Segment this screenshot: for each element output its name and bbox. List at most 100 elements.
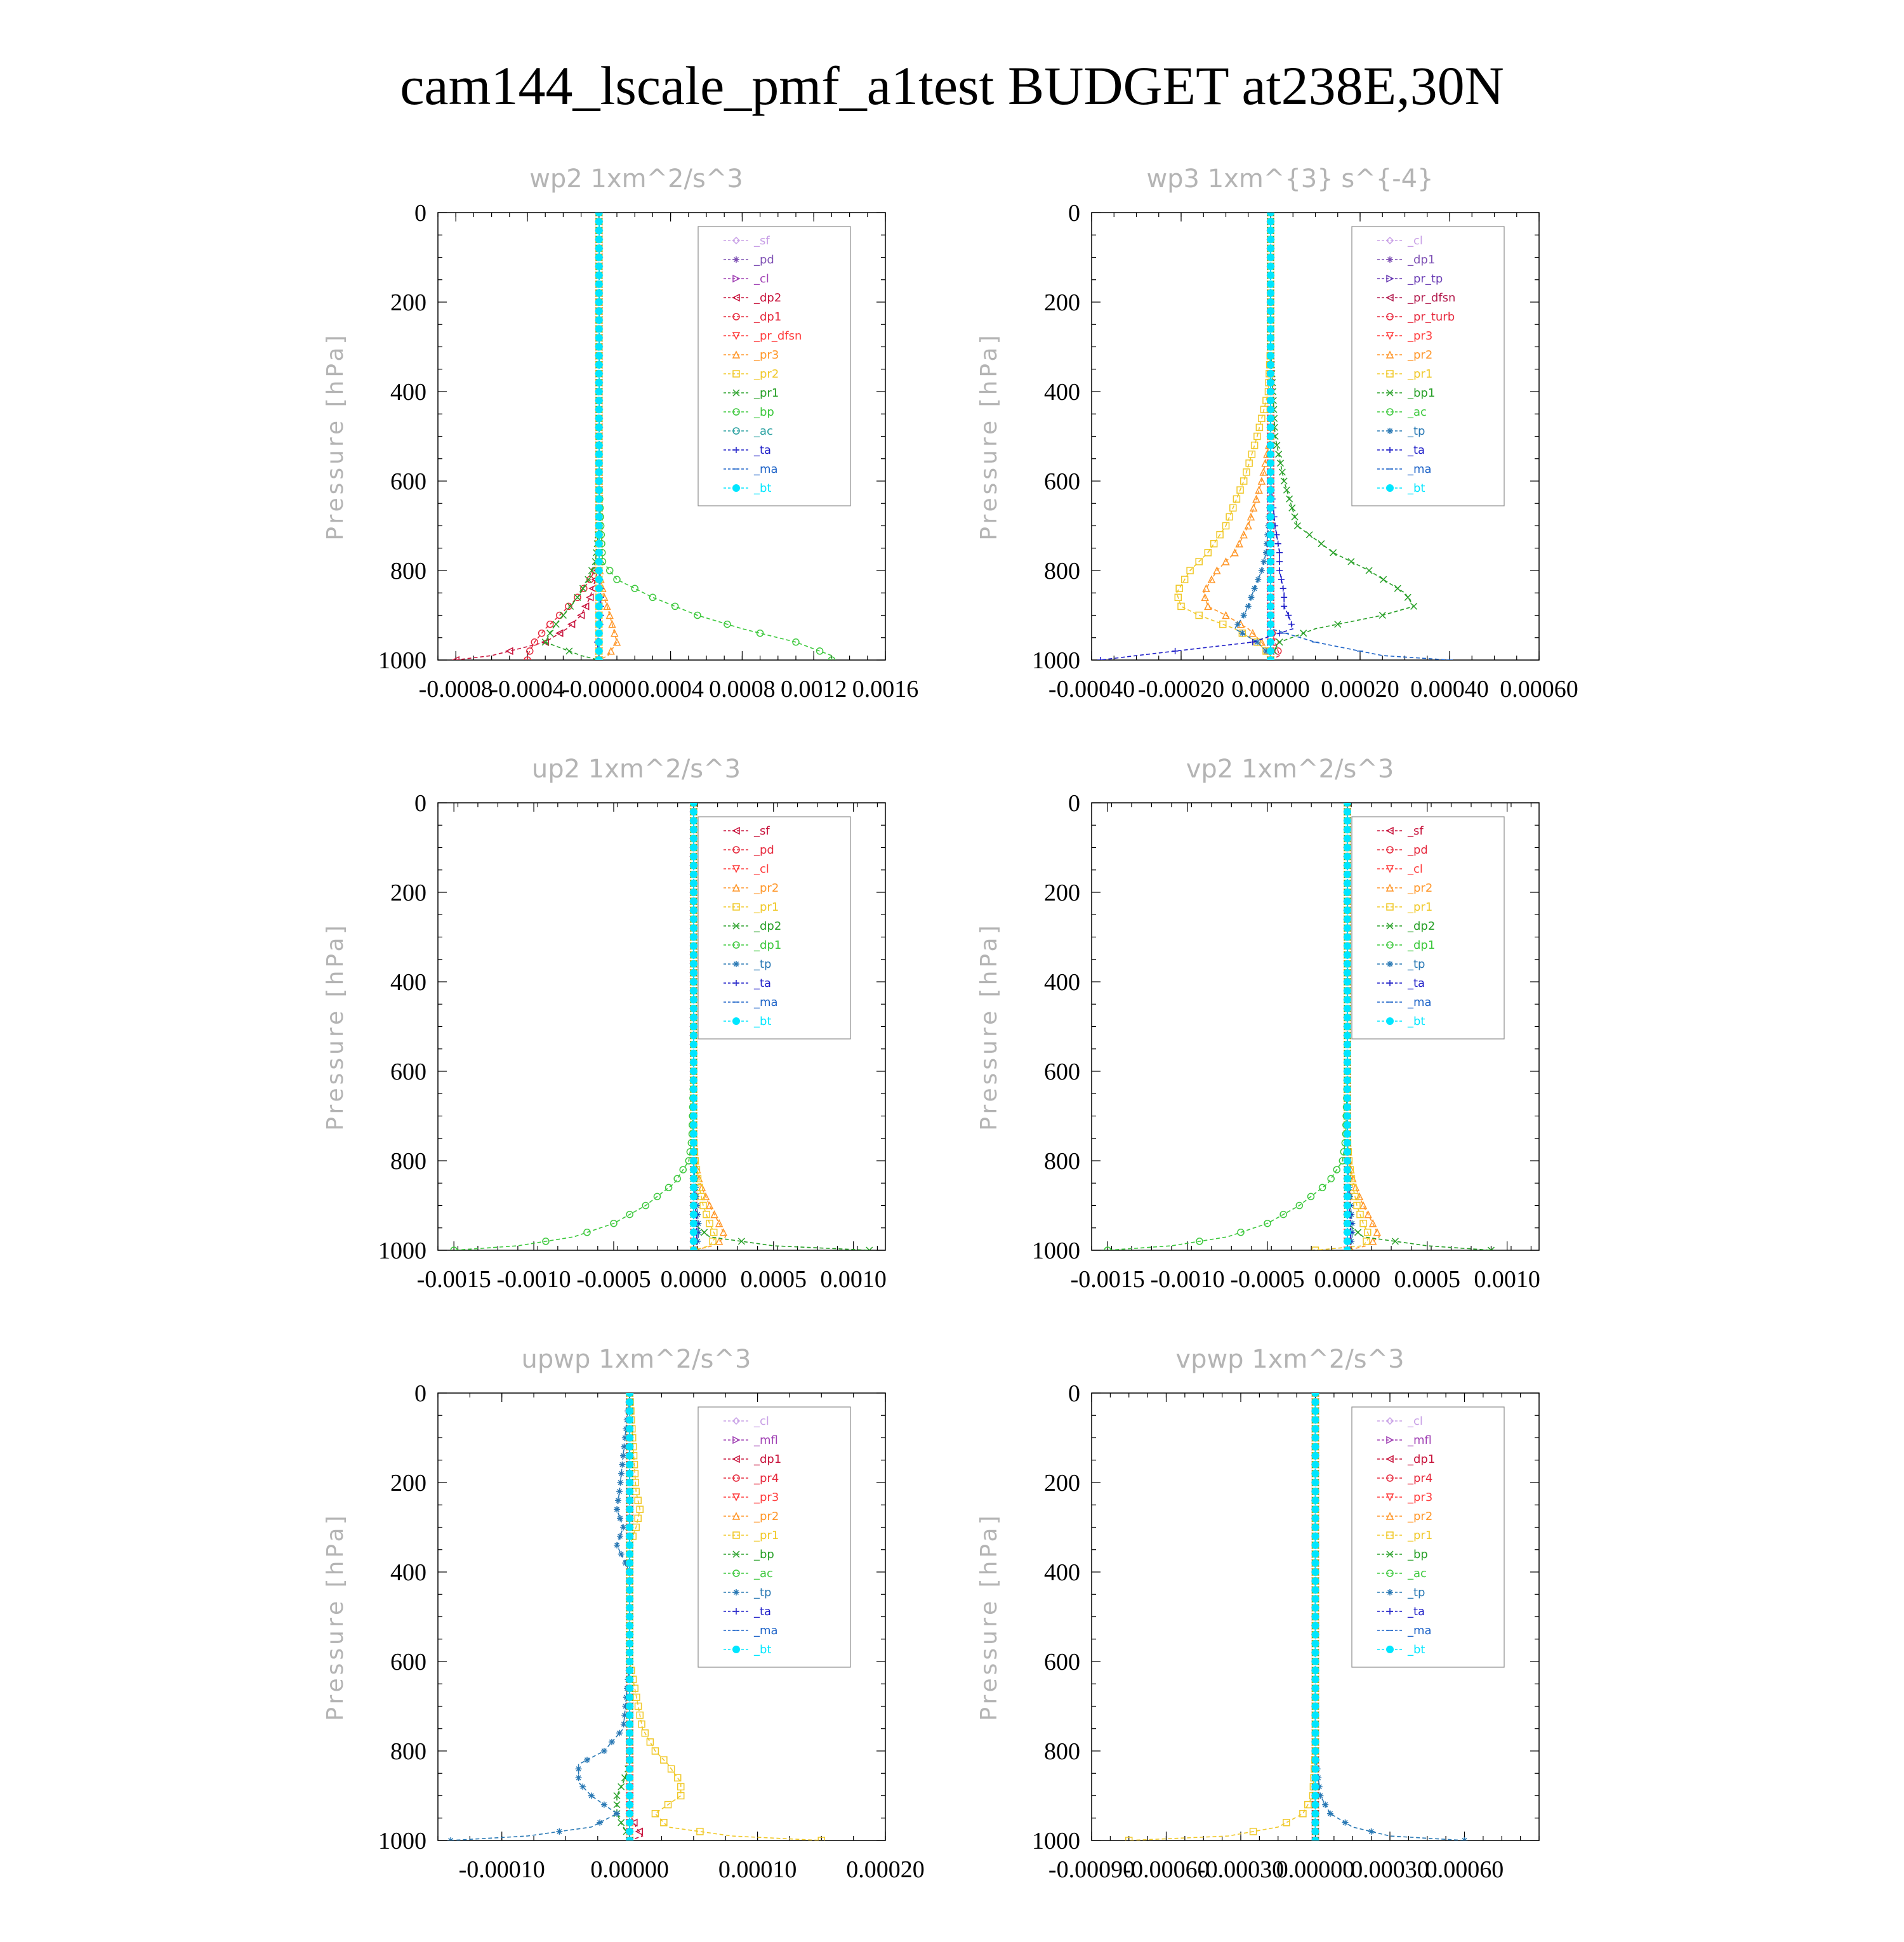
legend: _sf_pd_cl_pr2_pr1_dp2_dp1_tp_ta_ma_bt — [698, 817, 850, 1039]
x-tick-label: -0.00030 — [1198, 1856, 1284, 1883]
data-point — [1344, 888, 1351, 896]
data-point — [690, 1192, 697, 1200]
data-point — [1312, 1613, 1319, 1621]
legend-label: _pr1 — [753, 901, 779, 914]
data-point — [1172, 648, 1179, 654]
data-point — [626, 1604, 633, 1611]
legend-label: _cl — [753, 862, 769, 876]
data-point — [1267, 397, 1274, 404]
data-point — [1312, 1470, 1319, 1477]
data-point — [1411, 603, 1417, 609]
data-point — [1236, 541, 1243, 547]
data-point — [1267, 388, 1274, 395]
data-point — [626, 1783, 633, 1790]
data-point — [1312, 1577, 1319, 1585]
data-point — [1344, 978, 1351, 986]
panel-title: upwp 1xm^2/s^3 — [522, 1345, 751, 1374]
data-point — [617, 1479, 623, 1486]
data-point — [674, 1175, 680, 1182]
data-point — [1267, 567, 1274, 574]
data-point — [595, 593, 603, 601]
data-point — [1281, 594, 1287, 600]
series-bt — [1312, 1389, 1319, 1844]
data-point — [1312, 1452, 1319, 1460]
legend-label: _cl — [1407, 862, 1423, 876]
data-point — [1250, 639, 1256, 645]
data-point — [595, 540, 603, 548]
data-point — [553, 621, 559, 628]
data-point — [626, 1675, 633, 1683]
data-point — [626, 1514, 633, 1522]
data-point — [690, 1121, 697, 1129]
x-tick-label: -0.0000 — [562, 676, 636, 703]
y-tick-label: 1000 — [1032, 1238, 1080, 1264]
x-tick-label: -0.0004 — [490, 676, 564, 703]
data-point — [690, 853, 697, 861]
data-point — [584, 1757, 590, 1763]
data-point — [626, 1533, 633, 1540]
data-point — [616, 1488, 623, 1495]
data-point — [626, 1434, 633, 1442]
data-point — [690, 1220, 697, 1227]
legend-label: _pr_tp — [1407, 272, 1443, 286]
legend-label: _pd — [1407, 843, 1428, 857]
data-point — [1312, 1398, 1319, 1406]
y-axis-label: Pressure [hPa] — [322, 1512, 348, 1721]
data-point — [1312, 1622, 1319, 1630]
data-point — [1344, 1059, 1351, 1066]
legend-label: _pr2 — [753, 1510, 779, 1523]
data-point — [614, 1506, 620, 1512]
data-point — [595, 602, 603, 610]
data-point — [1312, 1693, 1319, 1701]
data-point — [690, 844, 697, 852]
data-point — [620, 1453, 626, 1459]
data-point — [1267, 263, 1274, 270]
data-point — [1252, 585, 1258, 591]
y-tick-label: 200 — [1044, 1470, 1080, 1496]
data-point — [626, 1398, 633, 1406]
data-point — [1344, 1229, 1351, 1236]
legend-label: _bp1 — [1407, 386, 1435, 400]
data-point — [595, 558, 603, 565]
series-line — [1107, 803, 1347, 1250]
legend-label: _ta — [753, 1605, 771, 1618]
legend-label: _ma — [753, 463, 778, 476]
legend-label: _pr_turb — [1407, 310, 1455, 324]
data-point — [1312, 1801, 1319, 1809]
series-tp — [447, 1390, 633, 1844]
legend-marker — [732, 1017, 740, 1025]
data-point — [1312, 1434, 1319, 1442]
data-point — [597, 1820, 603, 1826]
data-point — [1344, 1085, 1351, 1093]
data-point — [1344, 1005, 1351, 1012]
y-tick-label: 0 — [414, 790, 426, 817]
series-line — [1235, 213, 1271, 660]
y-tick-label: 0 — [1068, 200, 1080, 227]
data-point — [620, 1524, 626, 1531]
data-point — [1348, 558, 1354, 565]
data-point — [1344, 808, 1351, 816]
data-point — [1462, 1837, 1468, 1844]
data-point — [626, 1479, 633, 1486]
data-point — [1267, 352, 1274, 360]
data-point — [618, 1470, 625, 1477]
series-line — [454, 803, 694, 1250]
data-point — [595, 263, 603, 270]
data-point — [1267, 486, 1274, 494]
data-point — [1312, 1505, 1319, 1513]
data-point — [1344, 826, 1351, 833]
data-point — [626, 1810, 633, 1818]
legend-label: _bp — [753, 406, 774, 419]
data-point — [690, 1094, 697, 1102]
data-point — [1211, 541, 1217, 547]
data-point — [690, 888, 697, 896]
data-point — [595, 585, 603, 592]
data-point — [626, 1658, 633, 1665]
x-tick-label: -0.0005 — [576, 1266, 651, 1293]
data-point — [1319, 1184, 1326, 1191]
data-point — [1267, 602, 1274, 610]
series-dp1 — [451, 800, 697, 1253]
legend-label: _ta — [753, 977, 771, 990]
data-point — [1312, 1729, 1319, 1737]
data-point — [1370, 1238, 1376, 1245]
